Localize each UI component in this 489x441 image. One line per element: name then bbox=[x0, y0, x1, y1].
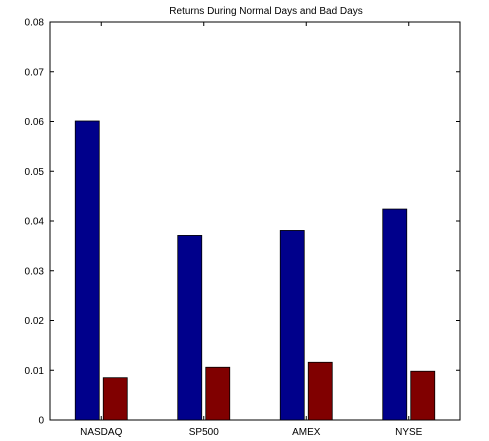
tick-labels: 0 0.01 0.02 0.03 0.04 0.05 0.06 0.07 0.08 NASDAQ S… bbox=[25, 18, 423, 439]
axis-ticks bbox=[50, 21, 460, 421]
y-tick-label: 0.03 bbox=[25, 266, 45, 277]
x-tick-label: NASDAQ bbox=[80, 427, 122, 438]
y-tick-label: 0.02 bbox=[25, 316, 45, 327]
bar-nyse-series-1 bbox=[382, 208, 408, 421]
bar-nasdaq-series-1 bbox=[74, 120, 100, 421]
bar-nyse-series-2 bbox=[410, 370, 436, 421]
y-tick-label: 0 bbox=[38, 416, 44, 427]
bar-sp500-series-2 bbox=[205, 366, 231, 421]
y-tick-label: 0.07 bbox=[25, 67, 45, 78]
bar-amex-series-1 bbox=[279, 230, 305, 421]
y-tick-label: 0.08 bbox=[25, 18, 45, 29]
y-tick-label: 0.05 bbox=[25, 167, 45, 178]
bar-amex-series-2 bbox=[307, 361, 333, 421]
x-tick-label: SP500 bbox=[189, 427, 219, 438]
bar-nasdaq-series-2 bbox=[102, 377, 128, 421]
x-tick-label: NYSE bbox=[395, 427, 423, 438]
y-tick-label: 0.01 bbox=[25, 366, 45, 377]
chart-title: Returns During Normal Days and Bad Days bbox=[169, 6, 362, 17]
bars bbox=[74, 120, 436, 421]
y-tick-label: 0.06 bbox=[25, 117, 45, 128]
x-tick-label: AMEX bbox=[292, 427, 321, 438]
bar-sp500-series-1 bbox=[177, 235, 203, 421]
y-tick-label: 0.04 bbox=[25, 217, 45, 228]
